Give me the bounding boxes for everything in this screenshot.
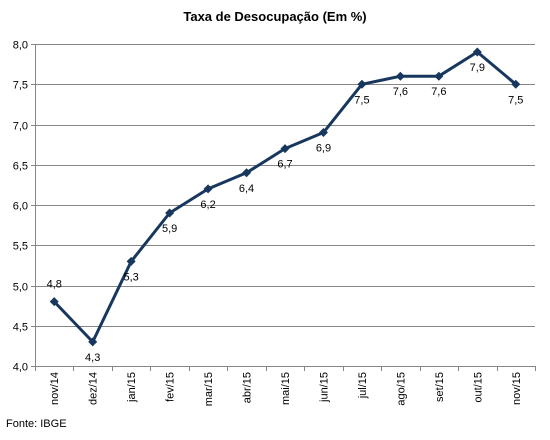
y-tick-label: 4,5 [13, 322, 28, 334]
y-tick-labels: 4,0 4,5 5,0 5,5 6,0 6,5 7,0 7,5 8,0 [13, 40, 28, 374]
data-point [242, 168, 252, 178]
series-polyline [53, 50, 517, 344]
x-tick-label: nov/14 [49, 372, 61, 405]
data-point [511, 79, 521, 89]
data-point [165, 208, 175, 218]
axes [31, 44, 536, 371]
data-label: 6,4 [239, 183, 254, 195]
data-label: 5,3 [124, 271, 139, 283]
series-line [49, 47, 521, 347]
data-label: 7,6 [393, 86, 408, 98]
x-tick-label: jul/15 [357, 372, 369, 399]
y-tick-label: 7,5 [13, 80, 28, 92]
x-tick-label: nov/15 [511, 372, 523, 405]
x-tick-label: mai/15 [280, 372, 292, 405]
chart-title: Taxa de Desocupação (Em %) [183, 9, 367, 24]
data-point [203, 184, 213, 194]
x-tick-label: set/15 [434, 372, 446, 402]
data-point [434, 71, 444, 81]
data-point [357, 79, 367, 89]
y-tick-label: 6,0 [13, 201, 28, 213]
y-tick-label: 4,0 [13, 362, 28, 374]
data-label: 6,9 [316, 143, 331, 155]
y-tick-label: 8,0 [13, 40, 28, 52]
data-label: 7,6 [431, 86, 446, 98]
chart-source: Fonte: IBGE [6, 418, 67, 430]
data-point [49, 297, 59, 307]
data-label: 7,5 [508, 94, 523, 106]
data-label: 4,3 [85, 352, 100, 364]
data-labels: 4,8 4,3 5,3 5,9 6,2 6,4 6,7 6,9 7,5 7,6 7,6 7,9 7,5 [47, 62, 524, 364]
x-tick-label: dez/14 [88, 372, 100, 405]
data-label: 7,5 [354, 94, 369, 106]
data-point [318, 128, 328, 138]
grid [35, 44, 535, 327]
y-tick-label: 5,0 [13, 282, 28, 294]
x-tick-labels: nov/14 dez/14 jan/15 fev/15 mar/15 abr/15 mai/… [49, 372, 523, 406]
data-point [472, 47, 482, 57]
x-tick-label: ago/15 [395, 372, 407, 406]
y-tick-label: 6,5 [13, 161, 28, 173]
data-label: 4,8 [47, 279, 62, 291]
x-tick-label: abr/15 [242, 372, 254, 403]
x-tick-label: jan/15 [126, 372, 138, 403]
data-point [88, 337, 98, 347]
x-tick-label: jun/15 [318, 372, 330, 403]
data-point [280, 144, 290, 154]
data-label: 5,9 [162, 223, 177, 235]
data-point [126, 256, 136, 266]
data-point [395, 71, 405, 81]
x-tick-label: out/15 [472, 372, 484, 403]
data-label: 6,7 [277, 159, 292, 171]
y-tick-label: 5,5 [13, 241, 28, 253]
x-tick-label: mar/15 [203, 372, 215, 406]
data-label: 6,2 [200, 199, 215, 211]
y-tick-label: 7,0 [13, 121, 28, 133]
data-label: 7,9 [470, 62, 485, 74]
x-tick-label: fev/15 [165, 372, 177, 402]
